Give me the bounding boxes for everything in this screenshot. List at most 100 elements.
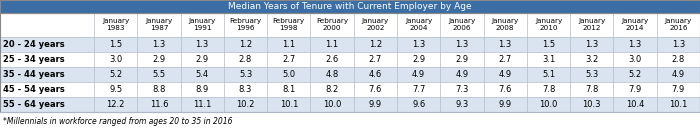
Text: 9.6: 9.6 xyxy=(412,100,426,109)
Text: 10.1: 10.1 xyxy=(279,100,298,109)
Text: January
2006: January 2006 xyxy=(448,18,475,32)
Bar xyxy=(440,82,484,97)
Text: 5.5: 5.5 xyxy=(153,70,165,79)
Bar xyxy=(570,67,613,82)
Bar xyxy=(310,13,354,37)
Bar xyxy=(181,37,224,52)
Text: 7.3: 7.3 xyxy=(455,85,468,94)
Text: 3.0: 3.0 xyxy=(109,55,122,64)
Text: 1.5: 1.5 xyxy=(542,40,555,49)
Bar xyxy=(267,13,310,37)
Text: 8.9: 8.9 xyxy=(195,85,209,94)
Text: 1.2: 1.2 xyxy=(369,40,382,49)
Text: 4.9: 4.9 xyxy=(498,70,512,79)
Bar xyxy=(0,0,700,13)
Bar xyxy=(440,67,484,82)
Bar xyxy=(94,13,137,37)
Text: January
2002: January 2002 xyxy=(362,18,389,32)
Text: January
2014: January 2014 xyxy=(622,18,649,32)
Text: 4.9: 4.9 xyxy=(412,70,425,79)
Text: 5.4: 5.4 xyxy=(196,70,209,79)
Bar xyxy=(181,97,224,112)
Bar xyxy=(94,37,137,52)
Bar xyxy=(0,52,94,67)
Text: 7.9: 7.9 xyxy=(629,85,642,94)
Bar xyxy=(137,82,181,97)
Bar xyxy=(657,97,700,112)
Text: 1.3: 1.3 xyxy=(153,40,166,49)
Text: 5.3: 5.3 xyxy=(239,70,252,79)
Text: 1.3: 1.3 xyxy=(629,40,642,49)
Text: 5.0: 5.0 xyxy=(282,70,295,79)
Bar xyxy=(570,97,613,112)
Bar xyxy=(0,13,94,37)
Bar xyxy=(267,82,310,97)
Bar xyxy=(224,97,267,112)
Bar xyxy=(397,67,440,82)
Text: 10.0: 10.0 xyxy=(539,100,558,109)
Bar xyxy=(137,67,181,82)
Text: 10.0: 10.0 xyxy=(323,100,342,109)
Bar xyxy=(224,67,267,82)
Bar xyxy=(354,52,397,67)
Text: 1.3: 1.3 xyxy=(195,40,209,49)
Text: 2.9: 2.9 xyxy=(153,55,165,64)
Text: 9.5: 9.5 xyxy=(109,85,122,94)
Text: 2.8: 2.8 xyxy=(239,55,252,64)
Bar xyxy=(224,37,267,52)
Text: 1.3: 1.3 xyxy=(455,40,468,49)
Text: 1.1: 1.1 xyxy=(282,40,295,49)
Bar xyxy=(397,52,440,67)
Bar xyxy=(570,37,613,52)
Text: 2.9: 2.9 xyxy=(456,55,468,64)
Text: 7.9: 7.9 xyxy=(672,85,685,94)
Bar xyxy=(613,67,657,82)
Text: 8.3: 8.3 xyxy=(239,85,252,94)
Text: 2.6: 2.6 xyxy=(326,55,339,64)
Text: 2.8: 2.8 xyxy=(672,55,685,64)
Bar xyxy=(527,37,570,52)
Text: 3.2: 3.2 xyxy=(585,55,598,64)
Bar xyxy=(484,13,527,37)
Bar xyxy=(267,67,310,82)
Bar xyxy=(527,13,570,37)
Text: 9.9: 9.9 xyxy=(498,100,512,109)
Bar xyxy=(354,82,397,97)
Text: 20 - 24 years: 20 - 24 years xyxy=(3,40,64,49)
Text: 5.3: 5.3 xyxy=(585,70,598,79)
Bar xyxy=(484,52,527,67)
Text: 2.7: 2.7 xyxy=(282,55,295,64)
Text: 4.8: 4.8 xyxy=(326,70,339,79)
Bar xyxy=(570,13,613,37)
Bar xyxy=(94,52,137,67)
Text: 10.2: 10.2 xyxy=(237,100,255,109)
Text: 5.2: 5.2 xyxy=(109,70,122,79)
Text: 45 - 54 years: 45 - 54 years xyxy=(3,85,64,94)
Bar xyxy=(310,37,354,52)
Text: 1.3: 1.3 xyxy=(412,40,426,49)
Text: 8.2: 8.2 xyxy=(326,85,339,94)
Text: 11.1: 11.1 xyxy=(193,100,211,109)
Text: 10.3: 10.3 xyxy=(582,100,601,109)
Bar xyxy=(224,82,267,97)
Bar xyxy=(267,37,310,52)
Text: 25 - 34 years: 25 - 34 years xyxy=(3,55,64,64)
Bar xyxy=(527,97,570,112)
Text: February
1996: February 1996 xyxy=(230,18,262,32)
Bar xyxy=(94,82,137,97)
Text: 1.2: 1.2 xyxy=(239,40,252,49)
Bar xyxy=(657,82,700,97)
Text: 1.5: 1.5 xyxy=(109,40,122,49)
Bar xyxy=(527,82,570,97)
Bar xyxy=(181,67,224,82)
Bar xyxy=(397,13,440,37)
Text: 11.6: 11.6 xyxy=(150,100,168,109)
Bar xyxy=(354,67,397,82)
Text: 2.7: 2.7 xyxy=(498,55,512,64)
Bar xyxy=(0,67,94,82)
Bar xyxy=(657,67,700,82)
Bar xyxy=(310,67,354,82)
Bar xyxy=(354,97,397,112)
Text: January
2016: January 2016 xyxy=(665,18,692,32)
Text: 7.8: 7.8 xyxy=(585,85,598,94)
